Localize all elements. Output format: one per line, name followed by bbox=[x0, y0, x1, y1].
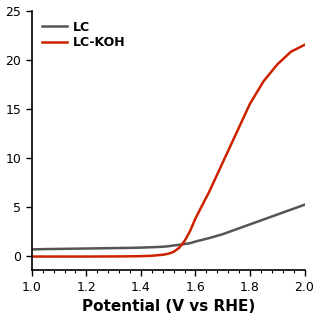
LC bbox=[188, 241, 192, 245]
LC-KOH bbox=[161, 253, 165, 257]
LC bbox=[84, 247, 88, 251]
Legend: LC, LC-KOH: LC, LC-KOH bbox=[38, 17, 130, 53]
LC-KOH bbox=[166, 252, 170, 256]
LC-KOH bbox=[303, 43, 307, 47]
LC-KOH bbox=[221, 161, 225, 164]
LC bbox=[172, 244, 176, 247]
LC-KOH bbox=[183, 239, 187, 243]
LC bbox=[112, 246, 116, 250]
X-axis label: Potential (V vs RHE): Potential (V vs RHE) bbox=[82, 300, 255, 315]
LC-KOH bbox=[172, 250, 176, 254]
LC bbox=[30, 247, 34, 251]
LC bbox=[98, 246, 102, 250]
LC-KOH bbox=[248, 102, 252, 106]
LC bbox=[221, 232, 225, 236]
LC bbox=[275, 213, 279, 217]
LC bbox=[144, 245, 148, 249]
LC bbox=[125, 246, 129, 250]
LC bbox=[153, 245, 156, 249]
LC bbox=[71, 247, 75, 251]
LC-KOH bbox=[289, 50, 293, 54]
LC bbox=[194, 240, 197, 244]
LC-KOH bbox=[262, 79, 266, 83]
LC bbox=[289, 208, 293, 212]
LC-KOH bbox=[194, 217, 197, 220]
LC-KOH bbox=[57, 255, 61, 259]
LC bbox=[161, 245, 165, 249]
LC-KOH bbox=[207, 190, 211, 194]
LC-KOH bbox=[125, 254, 129, 258]
LC bbox=[248, 222, 252, 226]
LC bbox=[180, 243, 184, 246]
LC-KOH bbox=[177, 246, 181, 250]
LC-KOH bbox=[112, 254, 116, 258]
LC-KOH bbox=[188, 229, 192, 233]
LC-KOH bbox=[155, 253, 159, 257]
LC bbox=[139, 246, 143, 250]
LC bbox=[235, 227, 238, 231]
LC bbox=[166, 244, 170, 248]
Line: LC-KOH: LC-KOH bbox=[32, 45, 305, 257]
Line: LC: LC bbox=[32, 205, 305, 249]
LC bbox=[57, 247, 61, 251]
LC-KOH bbox=[150, 254, 154, 258]
LC-KOH bbox=[30, 255, 34, 259]
LC-KOH bbox=[144, 254, 148, 258]
LC bbox=[44, 247, 47, 251]
LC-KOH bbox=[84, 255, 88, 259]
LC-KOH bbox=[275, 63, 279, 67]
LC bbox=[262, 218, 266, 221]
LC-KOH bbox=[235, 131, 238, 135]
LC bbox=[303, 203, 307, 207]
LC-KOH bbox=[139, 254, 143, 258]
LC-KOH bbox=[44, 255, 47, 259]
LC bbox=[207, 236, 211, 240]
